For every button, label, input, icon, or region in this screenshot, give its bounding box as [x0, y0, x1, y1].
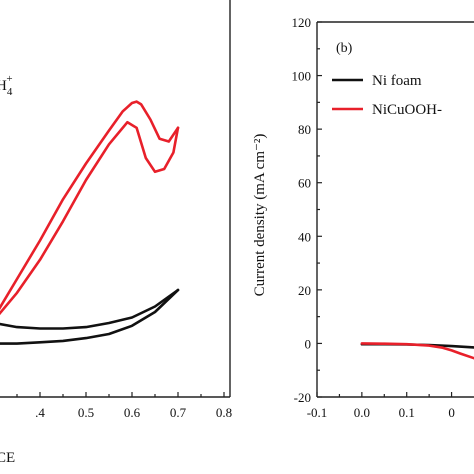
legend-label: NiCuOOH-: [372, 102, 442, 118]
panel-a-red-cv-curve: [0, 120, 180, 316]
panel-a-x-tick-label: 0.7: [170, 405, 187, 420]
panel-b-y-axis-label: Current density (mA cm⁻²): [252, 134, 268, 297]
panel-b-x-tick-label: 0.1: [399, 405, 415, 420]
panel-a-black-cv-curve: [0, 288, 180, 345]
panel-b-y-tick-label: -20: [294, 390, 311, 405]
panel-a-x-tick-label: 0.6: [124, 405, 141, 420]
panel-a-partial-legend-text: H4+: [0, 73, 13, 98]
panel-a-x-tick-label: .4: [35, 405, 45, 420]
panel-b-curves: [360, 342, 474, 360]
panel-b-label: (b): [336, 41, 353, 56]
panel-a-curves: [0, 100, 180, 345]
panel-b-y-tick-label: 60: [298, 176, 311, 191]
panel-a-red-cv-curve: [0, 100, 180, 310]
panel-b-x-tick-label: 0: [448, 405, 455, 420]
legend-label: Ni foam: [372, 73, 422, 89]
panel-b-x-tick-label: 0.0: [354, 405, 370, 420]
panel-b: 120 100 80 60 40 20 0 -20-0.1 0.0 0.1 0 (b) Ni foa…: [252, 15, 474, 420]
panel-b-y-tick-label: 20: [298, 283, 311, 298]
panel-b-ticks: 120 100 80 60 40 20 0 -20-0.1 0.0 0.1 0: [292, 15, 455, 420]
panel-a-axes: [0, 0, 231, 398]
panel-b-y-tick-label: 40: [298, 229, 311, 244]
panel-b-y-tick-label: 100: [292, 69, 312, 84]
panel-a-black-cv-curve: [0, 288, 180, 330]
panel-a-x-tick-label: 0.8: [216, 405, 232, 420]
panel-a-x-axis-label-fragment: CE: [0, 450, 15, 466]
panel-b-y-tick-label: 120: [292, 15, 312, 30]
panel-a: .4 0.5 0.6 0.7 0.8 H4+ CE: [0, 0, 232, 466]
panel-b-y-tick-label: 80: [298, 122, 311, 137]
panel-b-y-tick-label: 0: [305, 336, 312, 351]
panel-b-x-tick-label: -0.1: [307, 405, 328, 420]
panel-b-nicuooh-curve: [360, 342, 474, 360]
panel-b-legend: Ni foam NiCuOOH-: [332, 73, 442, 118]
panel-a-x-tick-label: 0.5: [78, 405, 94, 420]
panel-a-ticks: .4 0.5 0.6 0.7 0.8: [16, 392, 232, 420]
